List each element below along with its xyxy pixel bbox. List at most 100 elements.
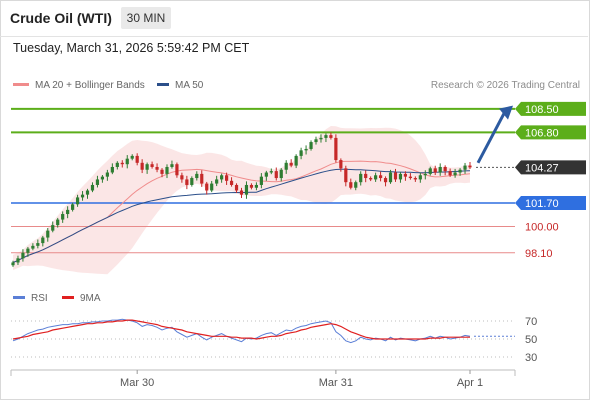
rsi-tick-label: 50 xyxy=(525,334,537,346)
candle-body xyxy=(418,175,422,180)
candle-body xyxy=(234,184,239,191)
candle-body xyxy=(61,214,65,220)
level-label-support-1: 100.00 xyxy=(525,221,559,233)
level-tag-target-2: 108.50 xyxy=(515,101,586,116)
candle xyxy=(160,168,164,178)
level-label-pivot: 101.70 xyxy=(525,198,559,210)
candle xyxy=(463,162,467,174)
timeframe-button[interactable]: 30 MIN xyxy=(121,7,171,29)
candle-body xyxy=(453,172,457,176)
candle-body xyxy=(448,171,452,176)
candle xyxy=(11,260,15,267)
candle-body xyxy=(85,190,90,195)
candle xyxy=(309,140,313,151)
projection-arrow-shaft xyxy=(476,110,507,164)
candle-body xyxy=(279,169,283,179)
candles xyxy=(11,132,472,267)
candle xyxy=(438,163,442,176)
timestamp: Tuesday, March 31, 2026 5:59:42 PM CET xyxy=(13,41,250,55)
candle xyxy=(398,172,403,183)
candle xyxy=(428,166,432,176)
candle-body xyxy=(349,182,353,188)
candle-body xyxy=(11,262,15,266)
candle xyxy=(314,136,318,145)
candle-body xyxy=(165,166,169,174)
candle xyxy=(329,132,333,140)
header: Crude Oil (WTI) 30 MIN xyxy=(0,0,588,37)
candle-body xyxy=(383,178,388,183)
candle xyxy=(468,161,472,170)
candle-body xyxy=(160,169,164,174)
candle xyxy=(205,181,209,195)
candle-body xyxy=(115,162,119,167)
candle-body xyxy=(264,172,268,177)
candle-body xyxy=(205,183,209,191)
candle-body xyxy=(66,209,70,215)
candle-body xyxy=(244,184,249,195)
candle xyxy=(210,180,214,193)
candle-body xyxy=(374,175,378,180)
candle-body xyxy=(95,179,100,185)
level-tag-bg-current xyxy=(515,160,586,175)
candle-body xyxy=(229,180,234,185)
candle-body xyxy=(90,184,95,191)
ma50-swatch xyxy=(157,82,169,86)
candle xyxy=(289,159,293,168)
ma9-label: 9MA xyxy=(80,293,101,304)
ma50-label: MA 50 xyxy=(175,80,204,91)
candle xyxy=(388,169,393,184)
candle-body xyxy=(438,166,442,173)
candle-body xyxy=(304,148,308,151)
level-tag-current: 104.27 xyxy=(515,160,586,175)
candle xyxy=(443,165,447,176)
candle-body xyxy=(175,164,179,176)
candle xyxy=(36,239,40,249)
candle xyxy=(190,176,194,187)
candle-body xyxy=(364,173,368,179)
candle-body xyxy=(309,142,313,149)
candle xyxy=(110,163,114,175)
candle xyxy=(339,158,343,172)
candle-body xyxy=(125,158,129,165)
candle-body xyxy=(36,243,40,246)
candle xyxy=(359,171,363,186)
x-tick-label: Mar 30 xyxy=(120,377,154,389)
candle xyxy=(155,163,159,173)
candle xyxy=(140,159,144,174)
candle-body xyxy=(46,230,50,238)
candle-body xyxy=(289,162,293,166)
candle xyxy=(324,133,328,143)
candle xyxy=(61,211,65,223)
candle xyxy=(150,161,154,169)
level-label-current: 104.27 xyxy=(525,162,559,174)
candle xyxy=(304,145,308,155)
candle xyxy=(120,160,124,168)
candle-body xyxy=(195,173,199,179)
candle xyxy=(383,176,388,187)
candle xyxy=(319,134,323,143)
candle xyxy=(125,155,129,169)
legend-ma50: MA 50 xyxy=(157,80,203,91)
candle-body xyxy=(269,171,273,173)
copyright: Research © 2026 Trading Central xyxy=(430,80,580,91)
candle xyxy=(458,168,462,176)
candle-body xyxy=(254,184,259,188)
candle xyxy=(274,167,278,181)
candle-body xyxy=(140,162,144,170)
candle-body xyxy=(274,171,278,179)
candle-body xyxy=(130,155,134,159)
candle xyxy=(90,182,95,193)
candle-body xyxy=(224,175,229,181)
candle xyxy=(284,160,288,174)
candle-body xyxy=(393,172,398,180)
candle-body xyxy=(155,166,159,170)
level-tag-bg-pivot xyxy=(515,195,586,210)
candle-body xyxy=(314,139,318,143)
candle xyxy=(75,194,80,207)
candle-body xyxy=(16,258,20,263)
candle xyxy=(294,154,298,169)
candle-body xyxy=(75,197,80,205)
candle-body xyxy=(344,168,348,183)
level-tag-pivot: 101.70 xyxy=(515,195,586,210)
candle-body xyxy=(369,178,373,180)
